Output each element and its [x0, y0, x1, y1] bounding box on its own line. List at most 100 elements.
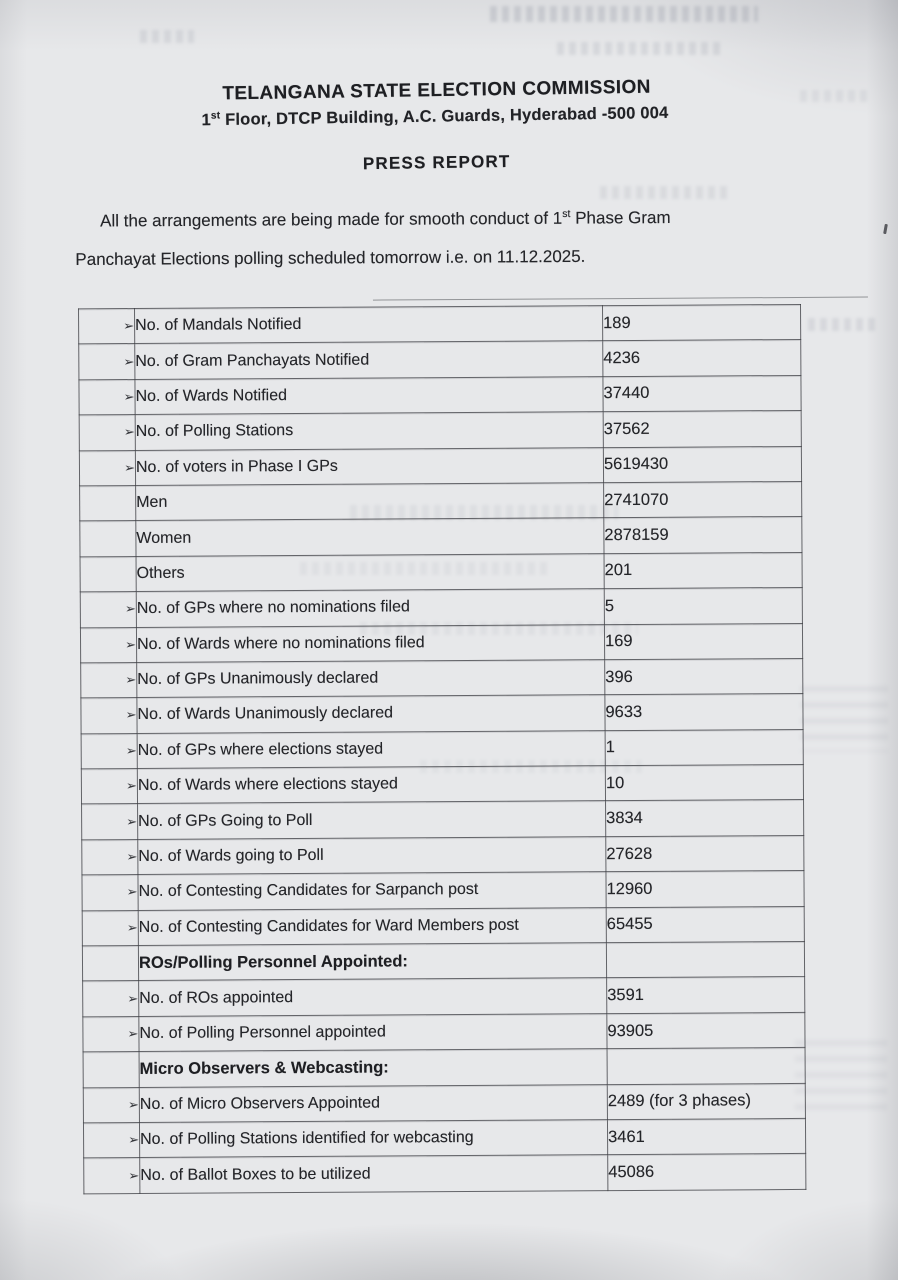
row-bullet-cell: ➢: [82, 910, 139, 946]
table-row: Micro Observers & Webcasting:: [83, 1047, 806, 1088]
row-label: Others: [136, 553, 605, 592]
bleedthrough-smudge: [795, 1040, 887, 1112]
table-row: ROs/Polling Personnel Appointed:: [82, 941, 805, 982]
bleedthrough-smudge: [600, 186, 732, 199]
row-bullet-cell: ➢: [83, 1157, 140, 1194]
row-label: No. of Wards where no nominations filed: [136, 624, 605, 663]
row-value: 3461: [607, 1118, 806, 1156]
table-row: ➢ No. of GPs Going to Poll 3834: [81, 799, 804, 840]
bleedthrough-smudge: [420, 760, 642, 773]
row-bullet-cell: ➢: [81, 839, 138, 876]
row-label: No. of Wards going to Poll: [137, 836, 606, 875]
row-value: 2878159: [603, 516, 803, 554]
row-bullet-cell: ➢: [82, 980, 139, 1017]
row-value: 4236: [602, 339, 801, 377]
row-value: 93905: [606, 1012, 806, 1049]
report-title: PRESS REPORT: [362, 151, 511, 173]
row-value: 9633: [604, 693, 804, 731]
row-bullet-cell: ➢: [78, 379, 136, 416]
row-label: No. of Ballot Boxes to be utilized: [139, 1155, 608, 1194]
row-label: No. of Wards Unanimously declared: [136, 694, 606, 734]
intro-line-2: Panchayat Elections polling scheduled to…: [75, 246, 586, 269]
row-label: No. of Wards Notified: [134, 376, 604, 415]
row-label: Women: [135, 518, 605, 557]
row-value: 396: [604, 658, 803, 695]
table-row: Men 2741070: [79, 481, 802, 522]
row-label: No. of Contesting Candidates for Sarpanc…: [137, 871, 607, 911]
row-bullet-cell: ➢: [78, 308, 135, 345]
bleedthrough-smudge: [300, 562, 552, 575]
arrow-bullet-icon: ➢: [126, 885, 138, 899]
row-bullet-cell: ➢: [80, 627, 137, 663]
bleedthrough-smudge: [350, 505, 618, 520]
row-label: No. of ROs appointed: [138, 978, 607, 1017]
row-value: 3591: [606, 976, 805, 1014]
row-value: 201: [604, 552, 803, 589]
row-bullet-cell: ➢: [82, 1016, 140, 1053]
row-label: No. of Polling Stations: [135, 411, 604, 451]
row-label: No. of GPs where no nominations filed: [136, 588, 605, 628]
row-value: 45086: [607, 1153, 806, 1191]
row-label: No. of GPs where elections stayed: [137, 730, 606, 769]
row-value: 3834: [605, 799, 804, 837]
arrow-bullet-icon: ➢: [126, 814, 138, 829]
bleedthrough-smudge: [490, 6, 758, 22]
bleedthrough-smudge: [800, 90, 870, 102]
row-value: 27628: [605, 835, 804, 872]
row-label: No. of Gram Panchayats Notified: [134, 341, 603, 380]
row-bullet-cell: ➢: [78, 343, 135, 380]
row-value: 12960: [605, 870, 805, 908]
row-label: No. of Polling Stations identified for w…: [139, 1119, 608, 1158]
section-header-label: ROs/Polling Personnel Appointed:: [138, 942, 607, 981]
arrow-bullet-icon: ➢: [124, 602, 136, 616]
row-value: 5: [604, 587, 803, 625]
table-row: Others 201: [80, 552, 803, 592]
arrow-bullet-icon: ➢: [123, 354, 135, 368]
table-row: ➢ No. of Polling Personnel appointed 93905: [82, 1012, 806, 1053]
table-row: ➢ No. of Wards going to Poll 27628: [81, 835, 804, 876]
document-header: TELANGANA STATE ELECTION COMMISSION 1st …: [0, 0, 898, 179]
table-row: ➢ No. of Polling Stations identified for …: [83, 1118, 806, 1159]
intro-paragraph: All the arrangements are being made for …: [75, 193, 815, 278]
row-bullet-cell: ➢: [83, 1122, 140, 1159]
row-value: 2489 (for 3 phases): [607, 1083, 806, 1120]
row-bullet-cell: ➢: [79, 414, 136, 451]
table-row: ➢ No. of Micro Observers Appointed 2489 (f…: [83, 1083, 806, 1123]
row-bullet-cell: ➢: [83, 1087, 140, 1123]
arrow-bullet-icon: ➢: [126, 920, 138, 935]
row-label: No. of Micro Observers Appointed: [139, 1084, 608, 1123]
table-row: ➢ No. of Gram Panchayats Notified 4236: [78, 339, 801, 380]
scan-ghost-line: [372, 296, 868, 301]
row-label: No. of Contesting Candidates for Ward Me…: [138, 907, 607, 946]
arrow-bullet-icon: ➢: [125, 743, 137, 758]
arrow-bullet-icon: ➢: [125, 672, 137, 687]
table-row: ➢ No. of Contesting Candidates for Sarpan…: [81, 870, 805, 911]
row-bullet-cell: ➢: [81, 803, 138, 840]
row-label: No. of GPs Unanimously declared: [136, 659, 605, 698]
row-value: 1: [605, 729, 804, 766]
row-value: 189: [602, 304, 801, 342]
row-bullet-cell: ➢: [81, 733, 138, 769]
bleedthrough-smudge: [800, 686, 888, 752]
row-bullet-cell: ➢: [79, 450, 136, 486]
table-row: ➢ No. of GPs Unanimously declared 396: [80, 658, 803, 699]
row-label: No. of Mandals Notified: [134, 305, 603, 344]
row-value: 169: [604, 622, 803, 660]
section-header-label: Micro Observers & Webcasting:: [139, 1048, 608, 1088]
statistics-table-wrap: ➢ No. of Mandals Notified 189 ➢ No. of Gram …: [78, 296, 868, 1194]
row-bullet-cell: [80, 556, 137, 592]
row-value: [607, 1047, 806, 1085]
table-row: ➢ No. of voters in Phase I GPs 5619430: [79, 446, 802, 486]
arrow-bullet-icon: ➢: [123, 389, 135, 404]
arrow-bullet-icon: ➢: [128, 1132, 140, 1147]
report-table-body: ➢ No. of Mandals Notified 189 ➢ No. of Gram …: [78, 304, 806, 1194]
table-row: ➢ No. of Wards Notified 37440: [78, 375, 802, 416]
stray-scan-mark: [883, 223, 888, 235]
row-bullet-cell: ➢: [81, 874, 139, 911]
intro-line-1: All the arrangements are being made for …: [100, 207, 671, 231]
row-label: No. of voters in Phase I GPs: [135, 447, 604, 486]
arrow-bullet-icon: ➢: [127, 991, 139, 1005]
table-row: ➢ No. of ROs appointed 3591: [82, 976, 805, 1017]
row-value: 65455: [606, 906, 805, 943]
bleedthrough-smudge: [140, 30, 194, 43]
